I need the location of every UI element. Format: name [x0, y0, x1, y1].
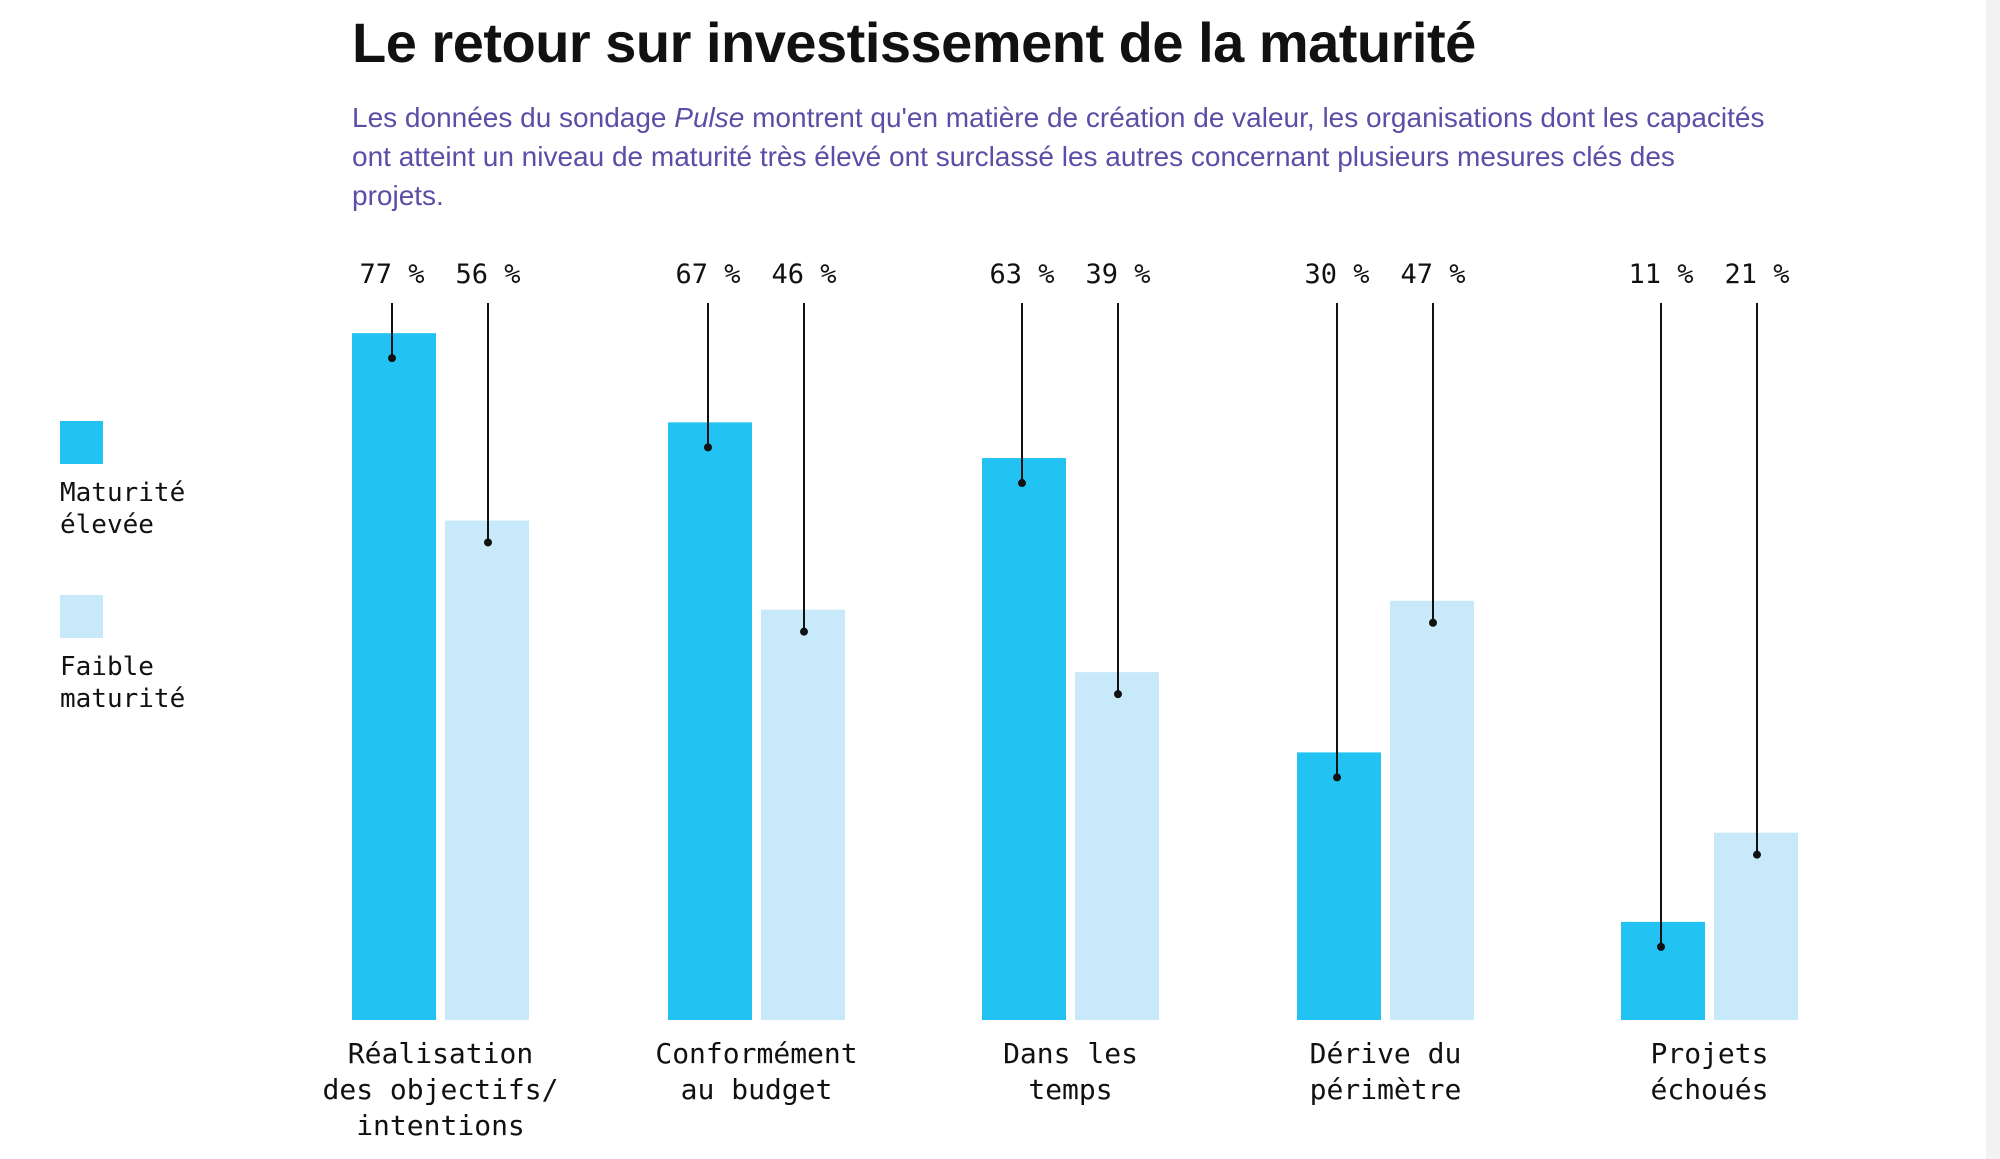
- category-label-1: au budget: [681, 1073, 833, 1106]
- chart-title: Le retour sur investissement de la matur…: [352, 11, 1476, 74]
- bar-high-2: [982, 458, 1066, 1020]
- bar-low-2: [1075, 672, 1159, 1020]
- leader-dot-low-2: [1114, 690, 1122, 699]
- category-label-1: Conformément: [655, 1037, 857, 1070]
- leader-dot-high-1: [704, 443, 712, 452]
- subtitle-text-end: montrent qu'en matière de création de va…: [352, 102, 1765, 211]
- legend-label-high: Maturité: [60, 478, 185, 508]
- legend-swatch-low: [60, 595, 103, 638]
- category-label-2: Dans les: [1003, 1037, 1138, 1070]
- chart-subtitle: Les données du sondage Pulse montrent qu…: [352, 98, 1772, 215]
- bar-high-3: [1297, 752, 1381, 1020]
- legend-swatch-high: [60, 421, 103, 464]
- category-label-0: intentions: [356, 1109, 525, 1142]
- bar-low-3: [1390, 600, 1474, 1020]
- leader-dot-low-3: [1429, 618, 1437, 627]
- bar-high-4: [1621, 921, 1705, 1020]
- data-label-low-3: 47 %: [1400, 259, 1465, 290]
- leader-dot-high-3: [1333, 773, 1341, 782]
- data-label-high-3: 30 %: [1304, 259, 1369, 290]
- leader-dot-high-2: [1018, 479, 1026, 488]
- bar-high-0: [352, 333, 436, 1020]
- legend-label-high: élevée: [60, 510, 154, 540]
- data-label-low-0: 56 %: [455, 259, 520, 290]
- legend-label-low: maturité: [60, 684, 185, 714]
- leader-dot-high-0: [388, 354, 396, 363]
- bar-low-1: [761, 609, 845, 1020]
- data-label-low-4: 21 %: [1724, 259, 1789, 290]
- data-label-high-1: 67 %: [675, 259, 740, 290]
- subtitle-survey-name: Pulse: [674, 102, 745, 133]
- category-label-0: Réalisation: [348, 1037, 533, 1070]
- category-label-0: des objectifs/: [322, 1073, 558, 1106]
- leader-dot-low-0: [484, 538, 492, 547]
- bar-high-1: [668, 422, 752, 1020]
- data-label-high-0: 77 %: [359, 259, 424, 290]
- legend-label-low: Faible: [60, 652, 154, 682]
- data-label-low-1: 46 %: [771, 259, 836, 290]
- data-label-low-2: 39 %: [1085, 259, 1150, 290]
- subtitle-text-start: Les données du sondage: [352, 102, 675, 133]
- category-label-3: périmètre: [1310, 1073, 1462, 1106]
- leader-dot-low-1: [800, 627, 808, 636]
- category-label-2: temps: [1028, 1073, 1112, 1106]
- bar-low-4: [1714, 832, 1798, 1020]
- bar-low-0: [445, 520, 529, 1020]
- data-label-high-4: 11 %: [1628, 259, 1693, 290]
- leader-dot-low-4: [1753, 850, 1761, 859]
- leader-dot-high-4: [1657, 942, 1665, 951]
- page-edge-strip: [1986, 0, 2000, 1159]
- data-label-high-2: 63 %: [989, 259, 1054, 290]
- category-label-4: Projets: [1650, 1037, 1768, 1070]
- category-label-4: échoués: [1650, 1073, 1768, 1106]
- category-label-3: Dérive du: [1310, 1037, 1462, 1070]
